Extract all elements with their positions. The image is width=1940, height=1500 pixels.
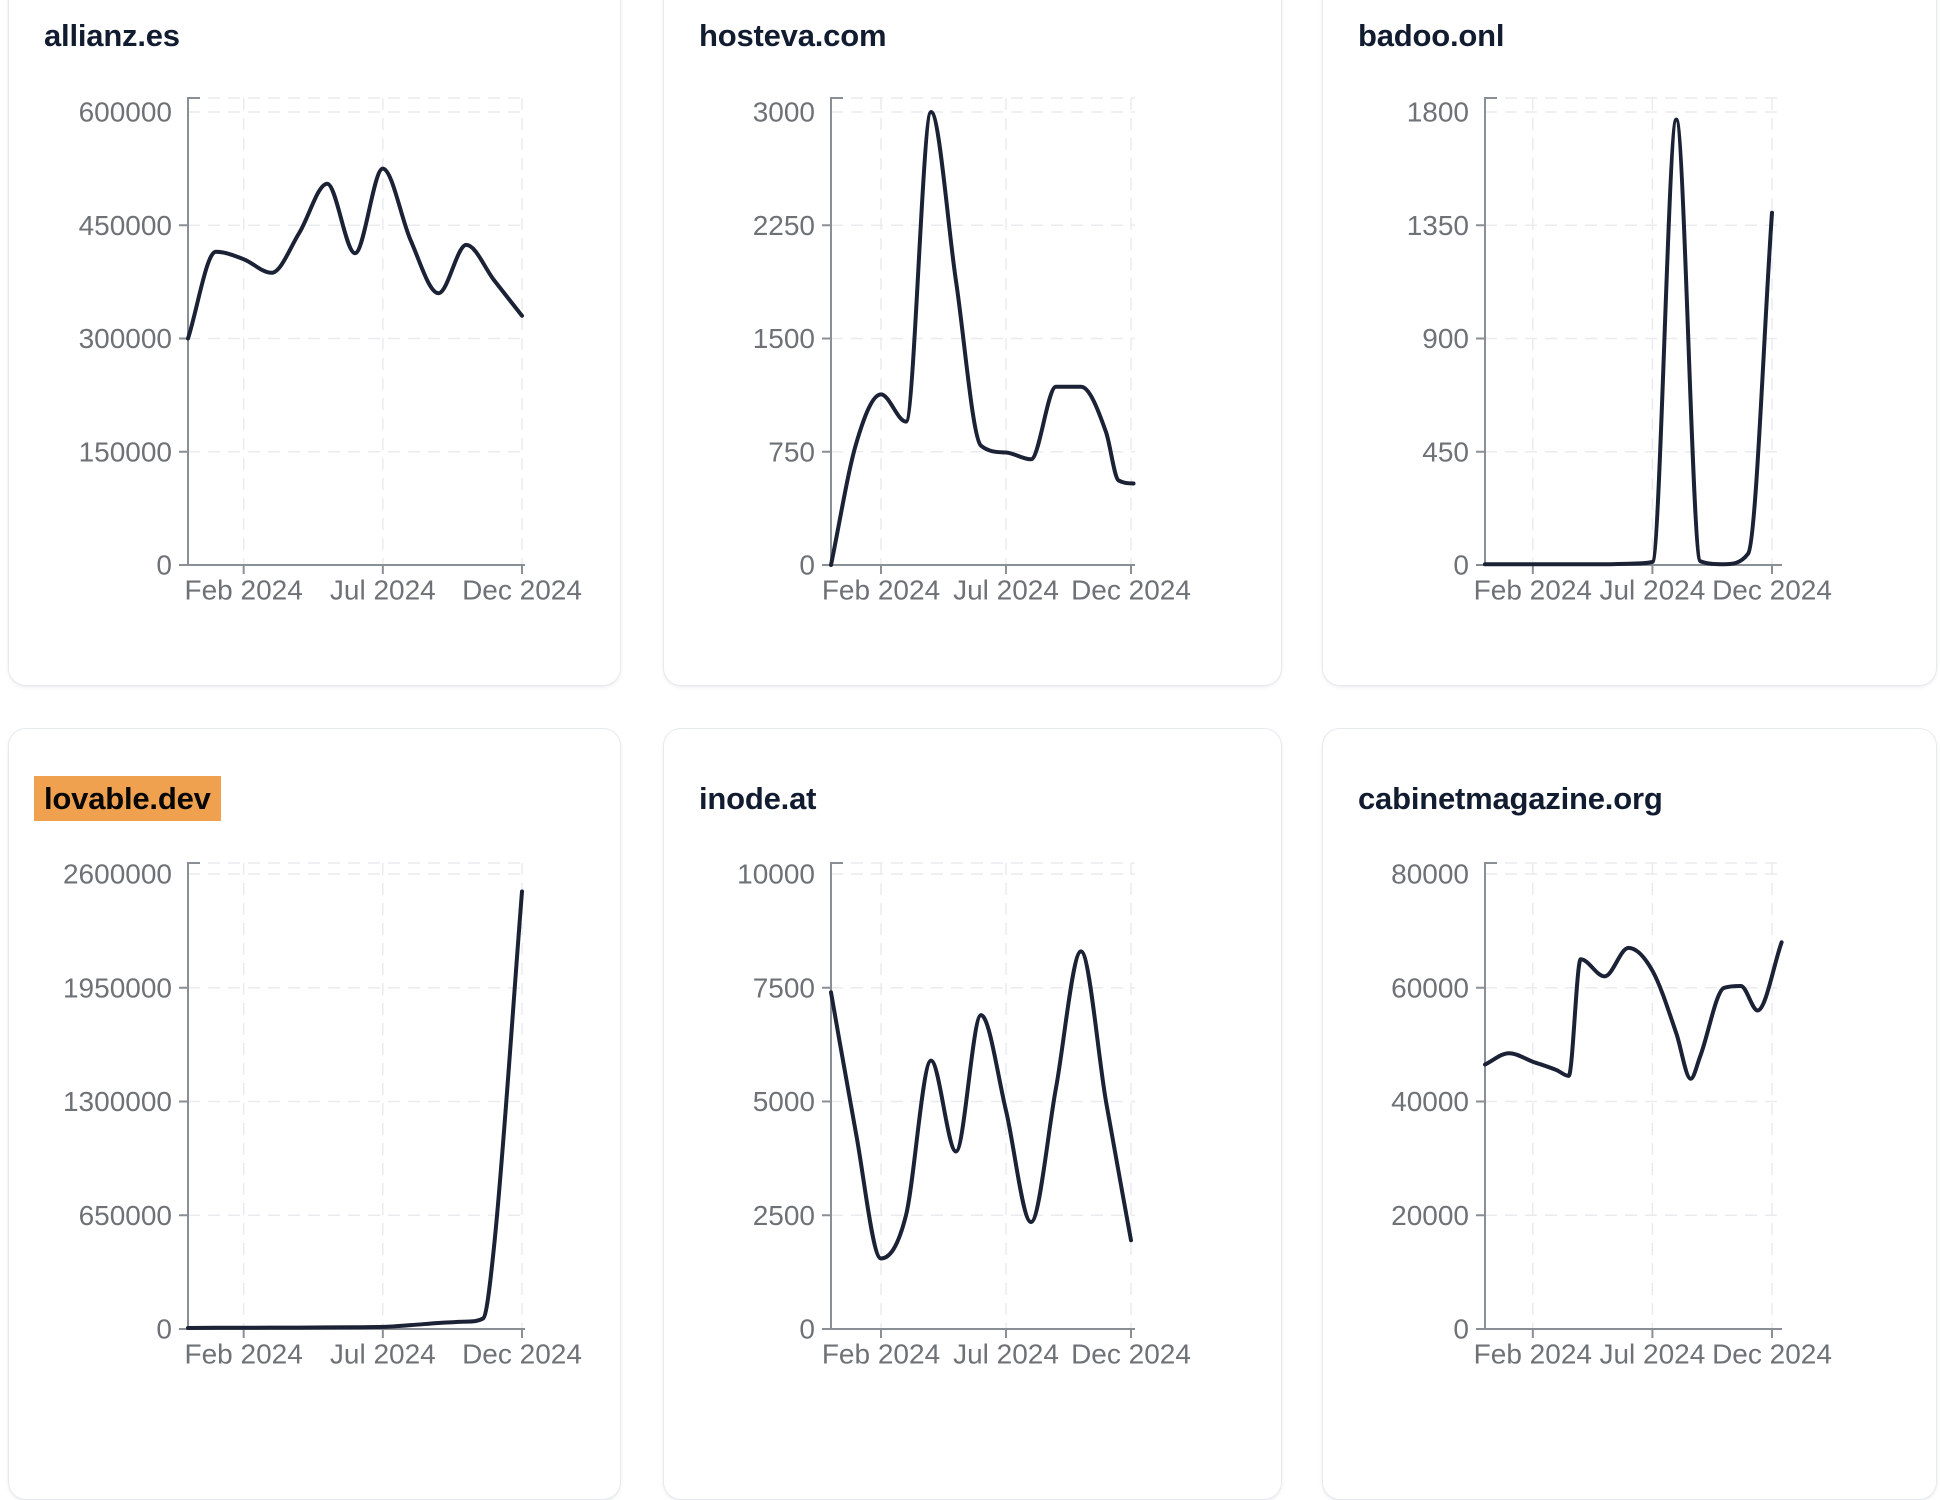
svg-text:1500: 1500 <box>753 323 815 354</box>
svg-text:Dec 2024: Dec 2024 <box>462 575 582 606</box>
chart-title[interactable]: hosteva.com <box>699 17 887 54</box>
svg-text:450: 450 <box>1422 436 1469 467</box>
chart-card: inode.at 10000 7500 5000 2500 0 Feb 2024 Jul 2… <box>663 728 1282 1500</box>
line-chart: 2600000 1950000 1300000 650000 0 Feb 2024 Jul … <box>63 859 582 1370</box>
domain-label[interactable]: allianz.es <box>44 18 180 53</box>
chart-card: lovable.dev 2600000 1950000 1300000 650000 0… <box>8 728 621 1500</box>
svg-text:Feb 2024: Feb 2024 <box>822 1339 940 1370</box>
svg-text:300000: 300000 <box>79 323 172 354</box>
svg-text:7500: 7500 <box>753 972 815 1003</box>
svg-text:650000: 650000 <box>79 1200 172 1231</box>
svg-text:80000: 80000 <box>1391 859 1469 890</box>
svg-text:Jul 2024: Jul 2024 <box>1599 575 1705 606</box>
svg-text:Feb 2024: Feb 2024 <box>822 575 940 606</box>
svg-text:60000: 60000 <box>1391 972 1469 1003</box>
svg-text:600000: 600000 <box>79 97 172 128</box>
chart-card: cabinetmagazine.org 80000 60000 40000 20000… <box>1322 728 1937 1500</box>
svg-text:750: 750 <box>768 436 815 467</box>
svg-text:Feb 2024: Feb 2024 <box>185 1339 303 1370</box>
line-chart: 600000 450000 300000 150000 0 Feb 2024 Jul 202… <box>79 97 582 606</box>
svg-text:Dec 2024: Dec 2024 <box>462 1339 582 1370</box>
svg-text:3000: 3000 <box>753 97 815 128</box>
svg-text:40000: 40000 <box>1391 1086 1469 1117</box>
svg-text:Jul 2024: Jul 2024 <box>953 575 1059 606</box>
domain-label[interactable]: inode.at <box>699 781 817 816</box>
svg-text:2250: 2250 <box>753 210 815 241</box>
svg-text:2600000: 2600000 <box>63 859 172 890</box>
svg-text:0: 0 <box>1453 550 1469 581</box>
svg-text:0: 0 <box>156 1314 172 1345</box>
svg-text:1800: 1800 <box>1407 97 1469 128</box>
svg-text:Feb 2024: Feb 2024 <box>1474 575 1592 606</box>
svg-text:900: 900 <box>1422 323 1469 354</box>
svg-text:Jul 2024: Jul 2024 <box>330 1339 436 1370</box>
chart-card: allianz.es 600000 450000 300000 150000 0 Feb … <box>8 0 621 686</box>
svg-text:Feb 2024: Feb 2024 <box>185 575 303 606</box>
svg-text:150000: 150000 <box>79 436 172 467</box>
chart-title[interactable]: lovable.dev <box>34 776 221 821</box>
chart-title[interactable]: badoo.onl <box>1358 17 1504 54</box>
svg-text:2500: 2500 <box>753 1200 815 1231</box>
traffic-charts-dashboard: { "style": { "page_background": "#ffffff… <box>8 0 1937 1500</box>
domain-label[interactable]: lovable.dev <box>34 776 221 821</box>
svg-text:Dec 2024: Dec 2024 <box>1071 1339 1191 1370</box>
chart-card: hosteva.com 3000 2250 1500 750 0 Feb 2024 Jul … <box>663 0 1282 686</box>
svg-text:1350: 1350 <box>1407 210 1469 241</box>
domain-label[interactable]: badoo.onl <box>1358 18 1505 53</box>
domain-label[interactable]: cabinetmagazine.org <box>1358 781 1663 816</box>
svg-text:20000: 20000 <box>1391 1200 1469 1231</box>
chart-card: badoo.onl 1800 1350 900 450 0 Feb 2024 Jul 202… <box>1322 0 1937 686</box>
svg-text:Jul 2024: Jul 2024 <box>330 575 436 606</box>
chart-title[interactable]: cabinetmagazine.org <box>1358 780 1663 817</box>
svg-text:Dec 2024: Dec 2024 <box>1712 1339 1832 1370</box>
svg-text:Dec 2024: Dec 2024 <box>1071 575 1191 606</box>
svg-text:0: 0 <box>1453 1314 1469 1345</box>
svg-text:1950000: 1950000 <box>63 972 172 1003</box>
svg-text:0: 0 <box>799 550 815 581</box>
svg-text:Dec 2024: Dec 2024 <box>1712 575 1832 606</box>
svg-text:0: 0 <box>799 1314 815 1345</box>
svg-text:0: 0 <box>156 550 172 581</box>
chart-title[interactable]: allianz.es <box>44 17 180 54</box>
svg-text:1300000: 1300000 <box>63 1086 172 1117</box>
svg-text:450000: 450000 <box>79 210 172 241</box>
domain-label[interactable]: hosteva.com <box>699 18 887 53</box>
svg-text:5000: 5000 <box>753 1086 815 1117</box>
svg-text:Feb 2024: Feb 2024 <box>1474 1339 1592 1370</box>
svg-text:Jul 2024: Jul 2024 <box>1599 1339 1705 1370</box>
svg-text:10000: 10000 <box>737 859 815 890</box>
chart-title[interactable]: inode.at <box>699 780 816 817</box>
svg-text:Jul 2024: Jul 2024 <box>953 1339 1059 1370</box>
